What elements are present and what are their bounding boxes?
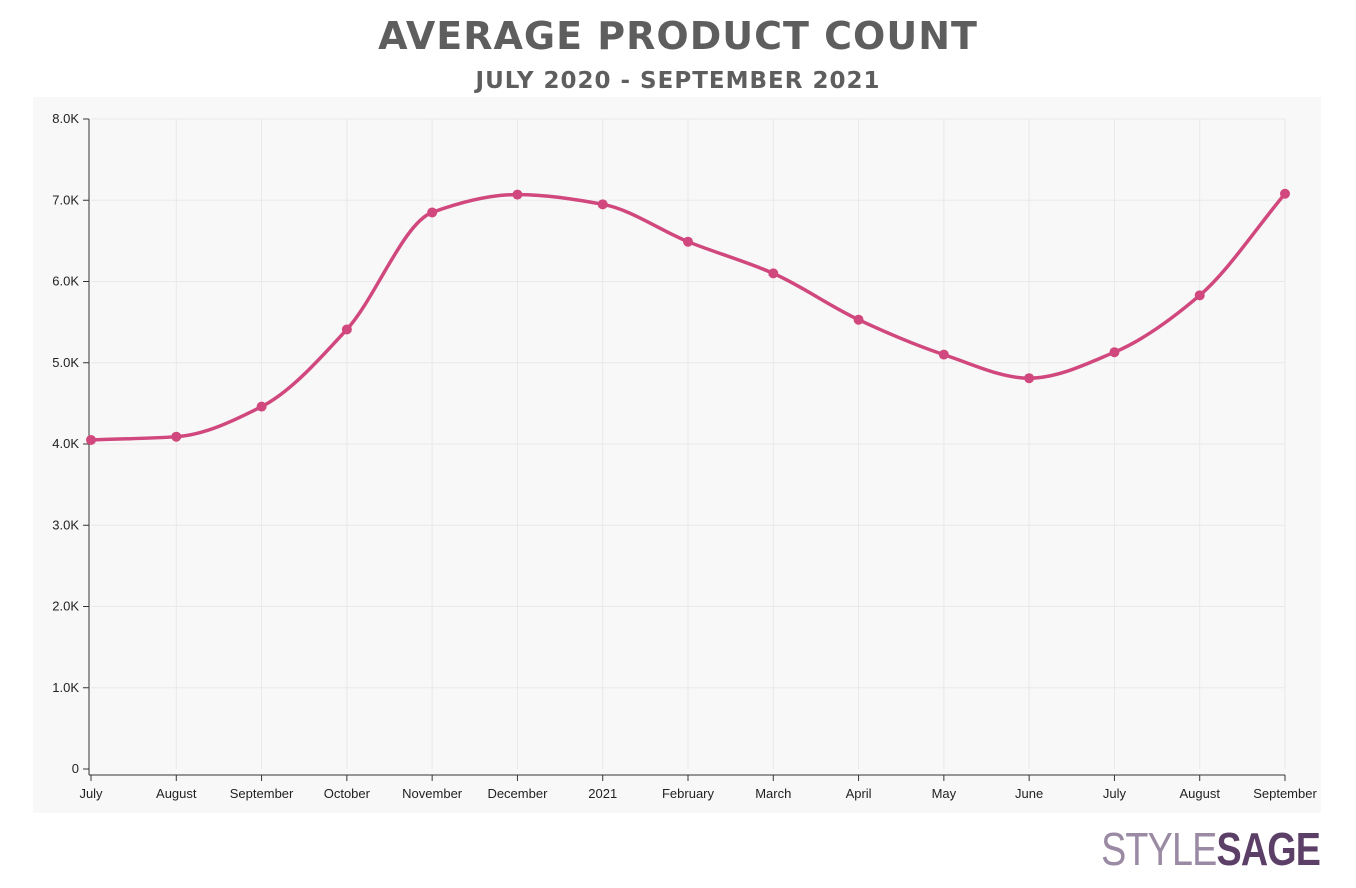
chart-title: AVERAGE PRODUCT COUNT <box>378 14 978 58</box>
x-tick-label: March <box>755 786 791 801</box>
x-tick-label: February <box>662 786 715 801</box>
plot-background <box>33 97 1321 813</box>
x-tick-label: July <box>1103 786 1127 801</box>
x-tick-label: November <box>402 786 463 801</box>
x-tick-label: September <box>230 786 294 801</box>
grid-lines <box>91 118 1286 769</box>
data-point <box>1280 188 1290 199</box>
stylesage-logo: STYLESAGE <box>1100 823 1321 875</box>
x-tick-label: 2021 <box>588 786 617 801</box>
data-point <box>1024 373 1035 384</box>
y-tick-label: 6.0K <box>52 274 79 289</box>
logo-text-style: STYLE <box>1100 823 1217 875</box>
y-tick-label: 3.0K <box>52 517 79 532</box>
x-tick-label: July <box>79 786 103 801</box>
data-point <box>683 236 693 247</box>
data-point <box>427 207 438 218</box>
data-point <box>938 349 949 360</box>
y-tick-label: 2.0K <box>52 599 79 614</box>
logo-text-sage: SAGE <box>1216 823 1320 875</box>
x-tick-label: October <box>324 786 371 801</box>
x-tick-label: June <box>1015 786 1043 801</box>
series-layer <box>86 188 1290 445</box>
data-point <box>171 431 182 442</box>
x-tick-label: May <box>932 786 957 801</box>
axes <box>88 119 1285 776</box>
x-axis-ticks: July August September October November Decemb… <box>79 775 1317 801</box>
x-tick-label: August <box>1179 786 1220 801</box>
data-point <box>512 189 523 200</box>
data-point <box>256 401 267 412</box>
y-tick-label: 0 <box>72 761 79 776</box>
y-tick-label: 7.0K <box>52 192 79 207</box>
x-tick-label: April <box>846 786 872 801</box>
x-tick-label: September <box>1253 786 1317 801</box>
x-tick-label: December <box>487 786 548 801</box>
y-tick-label: 8.0K <box>52 111 79 126</box>
y-tick-label: 4.0K <box>52 436 79 451</box>
y-axis-ticks: 0 1.0K 2.0K 3.0K 4.0K 5.0K 6.0K 7.0K 8.0K <box>52 111 89 776</box>
data-point <box>341 324 352 335</box>
data-point <box>597 199 608 210</box>
y-tick-label: 5.0K <box>52 355 79 370</box>
data-point <box>86 434 96 445</box>
data-point <box>1109 347 1120 358</box>
x-tick-label: August <box>156 786 197 801</box>
data-point <box>1194 290 1205 301</box>
y-tick-label: 1.0K <box>52 680 79 695</box>
chart-subtitle: JULY 2020 - SEPTEMBER 2021 <box>475 68 881 94</box>
data-point <box>853 314 864 325</box>
data-point <box>768 268 779 279</box>
